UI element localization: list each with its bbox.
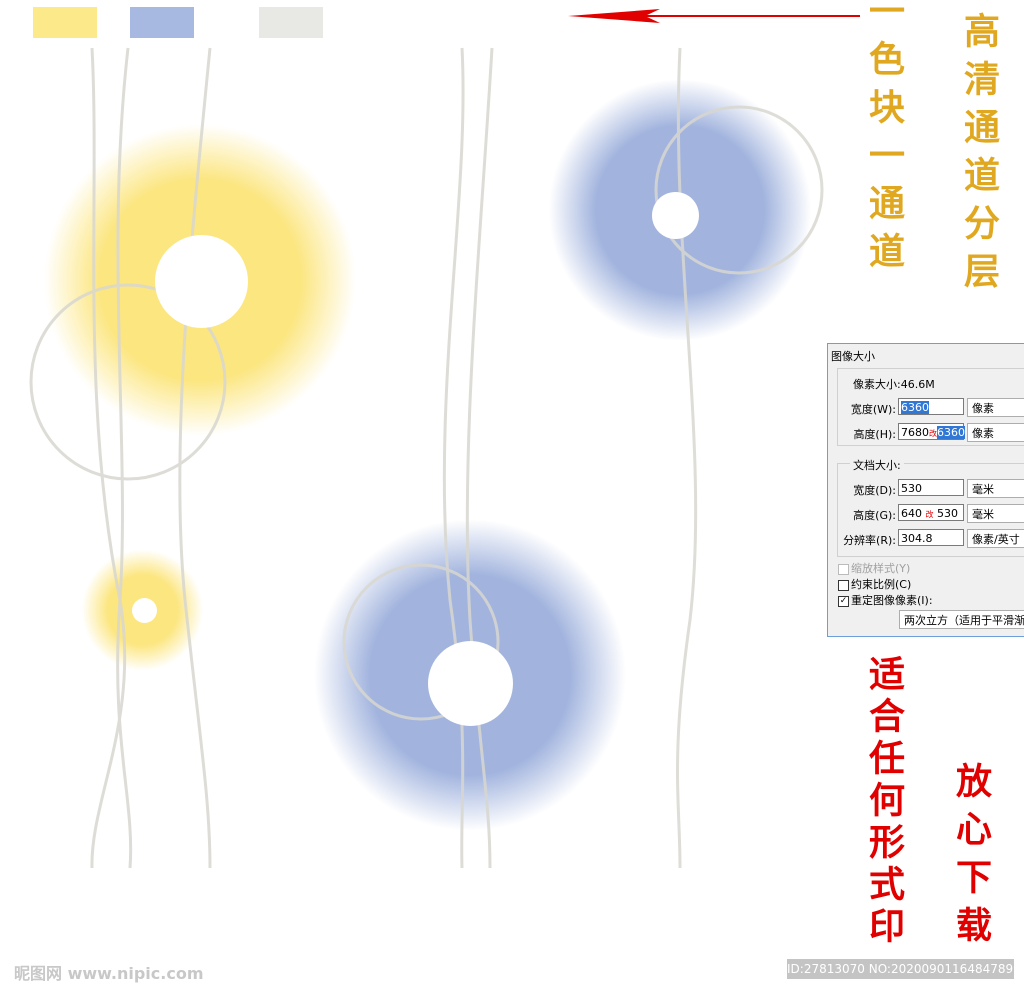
scale-styles-checkbox[interactable]: 缩放样式(Y) [838, 560, 910, 576]
height-unit: 像素 [972, 427, 994, 440]
label-red-left: 适合任何形式印 [863, 655, 905, 949]
constrain-checkbox[interactable]: 约束比例(C) [838, 576, 911, 592]
width-value: 6360 [901, 401, 929, 414]
height-old: 7680 [901, 426, 929, 439]
scale-styles-label: 缩放样式(Y) [851, 562, 911, 575]
height-mark: 改 [929, 429, 937, 438]
doc-width-input[interactable]: 530 [898, 479, 964, 496]
constrain-label: 约束比例(C) [851, 578, 912, 591]
resample-method-select[interactable]: 两次立方（适用于平滑渐变 [899, 610, 1024, 629]
doc-width-value: 530 [901, 482, 922, 495]
document-size-group [837, 463, 1024, 557]
width-label: 宽度(W): [850, 403, 896, 416]
doc-height-value: 530 [937, 507, 958, 520]
checkbox-icon [838, 563, 849, 575]
doc-height-label: 高度(G): [853, 509, 896, 522]
doc-width-label: 宽度(D): [853, 484, 896, 497]
doc-height-unit-select[interactable]: 毫米 [967, 504, 1024, 523]
label-gold-left: 一色块一通道 [863, 0, 905, 280]
label-red-right: 放心下载 [950, 762, 992, 954]
resolution-unit: 像素/英寸 [972, 533, 1020, 546]
doc-height-input[interactable]: 640 改 530 [898, 504, 964, 521]
watermark-site: 昵图网 www.nipic.com [14, 964, 204, 983]
doc-width-unit: 毫米 [972, 483, 994, 496]
height-label: 高度(H): [853, 428, 896, 441]
resolution-unit-select[interactable]: 像素/英寸 [967, 529, 1024, 548]
document-size-label: 文档大小: [850, 457, 904, 473]
width-unit: 像素 [972, 402, 994, 415]
checkbox-checked-icon: ✓ [838, 595, 849, 607]
doc-height-mark: 改 [925, 510, 934, 519]
resolution-label: 分辨率(R): [843, 534, 896, 547]
resample-label: 重定图像像素(I): [851, 594, 933, 607]
resample-method: 两次立方（适用于平滑渐变 [904, 614, 1024, 627]
width-unit-select[interactable]: 像素 ⌄ [967, 398, 1024, 417]
white-dot [132, 598, 157, 623]
resolution-input[interactable]: 304.8 [898, 529, 964, 546]
white-dot [428, 641, 513, 726]
white-dot [155, 235, 248, 328]
checkbox-icon [838, 579, 849, 591]
doc-height-old: 640 [901, 507, 922, 520]
pixel-size-label: 像素大小:46.6M [850, 376, 938, 392]
dialog-title: 图像大小 [831, 350, 875, 363]
swatch-yellow [33, 7, 97, 38]
doc-height-unit: 毫米 [972, 508, 994, 521]
chevron-down-icon: ⌄ [1023, 424, 1024, 443]
pixel-size-group [837, 368, 1024, 446]
swatch-blue [130, 7, 194, 38]
height-value: 6360 [937, 426, 965, 439]
swatch-gray [259, 7, 323, 38]
resample-checkbox[interactable]: ✓ 重定图像像素(I): [838, 592, 933, 608]
label-gold-right: 高清通道分层 [958, 12, 1000, 300]
chevron-down-icon: ⌄ [1023, 399, 1024, 418]
height-input[interactable]: 7680改6360 [898, 423, 965, 440]
arrow-left-icon [568, 9, 860, 23]
height-unit-select[interactable]: 像素 ⌄ [967, 423, 1024, 442]
image-size-dialog: 图像大小 像素大小:46.6M 宽度(W): 6360 像素 ⌄ 高度(H): … [827, 343, 1024, 637]
white-dot [652, 192, 699, 239]
resolution-value: 304.8 [901, 532, 933, 545]
watermark-id: ID:27813070 NO:20200901164847899035 [787, 959, 1014, 979]
width-input[interactable]: 6360 [898, 398, 964, 415]
doc-width-unit-select[interactable]: 毫米 [967, 479, 1024, 498]
